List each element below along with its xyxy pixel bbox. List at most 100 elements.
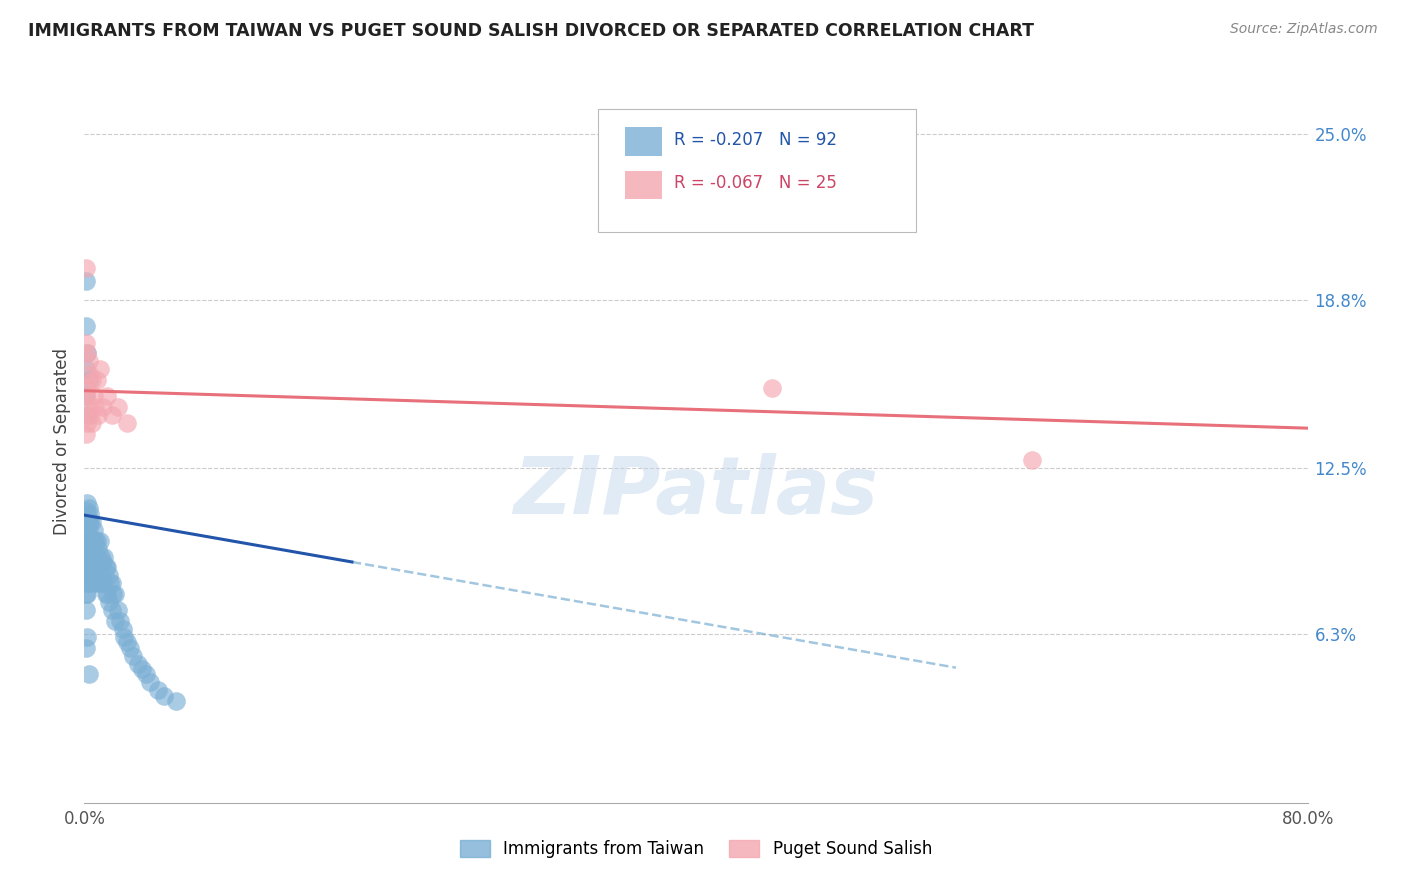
Point xyxy=(79,515,101,529)
Point xyxy=(112,630,135,644)
Point xyxy=(135,667,157,681)
Point xyxy=(93,576,115,591)
Point xyxy=(1021,453,1043,467)
Point xyxy=(111,622,134,636)
Point xyxy=(87,408,110,422)
Point xyxy=(108,614,131,628)
Point xyxy=(84,568,107,582)
Point xyxy=(83,576,105,591)
Point xyxy=(120,640,142,655)
Point xyxy=(87,560,110,574)
Point xyxy=(77,515,100,529)
Point xyxy=(76,408,98,422)
Point xyxy=(75,568,97,582)
Point xyxy=(77,354,100,368)
Point xyxy=(761,381,783,395)
Point xyxy=(87,541,110,556)
Point xyxy=(75,515,97,529)
FancyBboxPatch shape xyxy=(598,109,917,232)
Point xyxy=(139,675,162,690)
Point xyxy=(79,549,101,564)
Point xyxy=(77,549,100,564)
Point xyxy=(80,416,103,430)
Point xyxy=(79,408,101,422)
Point xyxy=(77,667,100,681)
Point xyxy=(84,400,107,414)
Point xyxy=(94,587,117,601)
Point xyxy=(94,560,117,574)
Point xyxy=(146,683,169,698)
Point xyxy=(76,533,98,548)
Point xyxy=(75,362,97,376)
Point xyxy=(76,381,98,395)
Point xyxy=(97,595,120,609)
Point xyxy=(89,555,111,569)
Point xyxy=(107,400,129,414)
Point xyxy=(101,603,124,617)
Point xyxy=(93,549,115,564)
Point xyxy=(86,533,108,548)
Point xyxy=(75,541,97,556)
Point xyxy=(96,587,118,601)
Point xyxy=(75,603,97,617)
Point xyxy=(90,568,112,582)
Point xyxy=(83,523,105,537)
Point xyxy=(77,400,100,414)
Point xyxy=(101,408,124,422)
Point xyxy=(77,373,100,387)
Point xyxy=(86,576,108,591)
Point xyxy=(76,587,98,601)
Point xyxy=(89,533,111,548)
Point xyxy=(77,576,100,591)
Point xyxy=(122,648,145,663)
Point xyxy=(75,504,97,518)
Point xyxy=(75,576,97,591)
Point xyxy=(96,560,118,574)
Point xyxy=(76,630,98,644)
Point xyxy=(75,587,97,601)
Point xyxy=(75,319,97,334)
Y-axis label: Divorced or Separated: Divorced or Separated xyxy=(53,348,72,535)
Point xyxy=(153,689,176,703)
Point xyxy=(77,560,100,574)
Point xyxy=(165,694,187,708)
Point xyxy=(91,400,114,414)
Point xyxy=(79,533,101,548)
Point xyxy=(79,568,101,582)
Text: R = -0.207   N = 92: R = -0.207 N = 92 xyxy=(673,130,837,149)
Point xyxy=(76,496,98,510)
Point xyxy=(76,346,98,360)
Text: ZIPatlas: ZIPatlas xyxy=(513,453,879,531)
Text: IMMIGRANTS FROM TAIWAN VS PUGET SOUND SALISH DIVORCED OR SEPARATED CORRELATION C: IMMIGRANTS FROM TAIWAN VS PUGET SOUND SA… xyxy=(28,22,1035,40)
Legend: Immigrants from Taiwan, Puget Sound Salish: Immigrants from Taiwan, Puget Sound Sali… xyxy=(451,832,941,867)
Point xyxy=(96,389,118,403)
Point xyxy=(75,335,97,350)
Point xyxy=(79,368,101,382)
Point xyxy=(75,389,97,403)
Point xyxy=(107,603,129,617)
Point xyxy=(80,373,103,387)
Point xyxy=(75,533,97,548)
Point xyxy=(103,587,125,601)
Point xyxy=(75,389,97,403)
Point xyxy=(75,274,97,288)
Point xyxy=(86,549,108,564)
Point xyxy=(98,576,121,591)
Text: Source: ZipAtlas.com: Source: ZipAtlas.com xyxy=(1230,22,1378,37)
Point xyxy=(104,614,127,628)
Point xyxy=(131,662,153,676)
Point xyxy=(86,373,108,387)
Point xyxy=(76,523,98,537)
Point xyxy=(101,576,124,591)
Point xyxy=(79,507,101,521)
Point xyxy=(80,568,103,582)
Point xyxy=(83,389,105,403)
Point xyxy=(83,533,105,548)
Point xyxy=(80,549,103,564)
Point xyxy=(89,362,111,376)
Point xyxy=(76,346,98,360)
Point xyxy=(89,576,111,591)
Point xyxy=(90,549,112,564)
Point xyxy=(76,541,98,556)
Point xyxy=(104,587,127,601)
